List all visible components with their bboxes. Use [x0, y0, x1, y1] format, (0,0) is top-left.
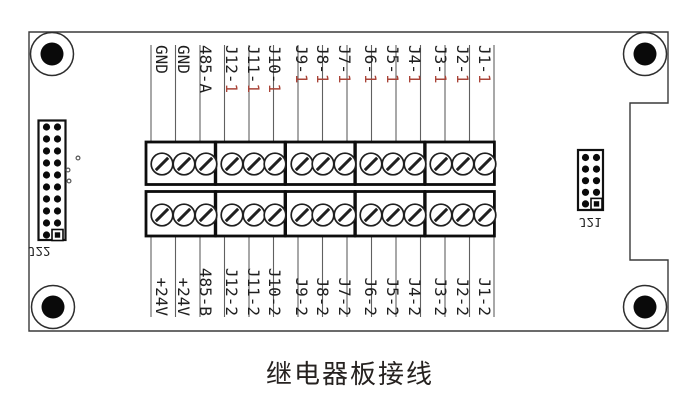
- screws-top: [150, 152, 497, 176]
- terminal-label-top: J11-1: [244, 45, 263, 93]
- terminal-screw: [150, 152, 174, 176]
- terminal-label-top: J1-1: [475, 45, 494, 84]
- terminal-label-top: J10-1: [265, 45, 284, 93]
- terminal-screw: [194, 152, 218, 176]
- terminal-label-top: GND: [174, 45, 193, 74]
- via-dots: [65, 155, 81, 184]
- terminal-label-top: J3-1: [431, 45, 450, 84]
- terminal-screw: [220, 203, 244, 227]
- terminal-screw: [290, 152, 314, 176]
- terminal-screw: [473, 203, 497, 227]
- terminal-labels-top: GND GND 485-A J12-1 J11-1 J10-1 J9-1 J8-…: [152, 45, 494, 94]
- terminal-labels-bottom: +24V +24V 485-B J12-2 J11-2 J10-2 J9-2 J…: [152, 268, 494, 317]
- terminal-screw: [311, 152, 335, 176]
- hole-pad: [633, 42, 657, 66]
- terminal-label-bottom: +24V: [174, 277, 193, 316]
- via-dot: [65, 167, 71, 173]
- terminal-screw: [194, 203, 218, 227]
- hole-pad: [633, 295, 657, 319]
- terminal-label-top: J5-1: [383, 45, 402, 84]
- terminal-screw: [403, 152, 427, 176]
- terminal-screw: [359, 203, 383, 227]
- connector-j21: J21: [576, 148, 605, 230]
- terminal-screw: [359, 152, 383, 176]
- terminal-screw: [429, 152, 453, 176]
- terminal-label-top: J7-1: [335, 45, 354, 84]
- terminal-label-top: J4-1: [405, 45, 424, 84]
- terminal-screw: [172, 203, 196, 227]
- terminal-screw: [473, 152, 497, 176]
- terminal-label-bottom: J6-2: [361, 277, 380, 316]
- terminal-label-bottom: J2-2: [453, 277, 472, 316]
- wires-top: [150, 45, 495, 159]
- terminal-screw: [429, 203, 453, 227]
- mounting-hole-top-right: [622, 31, 668, 77]
- terminal-label-bottom: J1-2: [475, 277, 494, 316]
- terminal-label-bottom: J11-2: [244, 268, 263, 316]
- terminal-screw: [242, 152, 266, 176]
- j21-pin1-square: [590, 197, 603, 211]
- terminal-screw: [263, 203, 287, 227]
- terminal-screw: [381, 152, 405, 176]
- terminal-label-top: 485-A: [196, 45, 215, 94]
- terminal-label-top: J2-1: [453, 45, 472, 84]
- terminal-label-bottom: J3-2: [431, 277, 450, 316]
- terminal-label-bottom: +24V: [152, 277, 171, 316]
- terminal-label-bottom: J8-2: [313, 277, 332, 316]
- connector-body: [37, 119, 67, 242]
- terminal-screw: [263, 152, 287, 176]
- terminal-screw: [451, 152, 475, 176]
- terminal-label-bottom: J10-2: [265, 268, 284, 316]
- terminal-screw: [172, 152, 196, 176]
- terminal-label-bottom: J4-2: [405, 277, 424, 316]
- connector-j21-label: J21: [579, 215, 602, 230]
- via-dot: [75, 155, 81, 161]
- terminal-label-bottom: J12-2: [222, 268, 241, 316]
- terminal-label-top: GND: [152, 45, 171, 74]
- terminal-screw: [381, 203, 405, 227]
- terminal-label-bottom: J5-2: [383, 277, 402, 316]
- terminal-label-top: J9-1: [292, 45, 311, 84]
- mounting-hole-top-left: [29, 31, 75, 77]
- diagram-title: 继电器板接线: [265, 359, 434, 389]
- terminal-screw: [403, 203, 427, 227]
- terminal-label-top: J8-1: [313, 45, 332, 84]
- mounting-hole-bottom-left: [30, 284, 76, 330]
- terminal-screw: [290, 203, 314, 227]
- j22-pin-grid: [42, 123, 62, 239]
- terminal-label-bottom: 485-B: [196, 268, 215, 316]
- terminal-screw: [333, 203, 357, 227]
- connector-j22: J22: [28, 119, 67, 259]
- via-dot: [66, 178, 72, 184]
- terminal-screw: [150, 203, 174, 227]
- terminal-screw: [242, 203, 266, 227]
- connector-j22-label: J22: [28, 244, 51, 259]
- terminal-label-bottom: J9-2: [292, 277, 311, 316]
- screws-bottom: [150, 203, 497, 227]
- terminal-label-top: J12-1: [222, 45, 241, 93]
- hole-pad: [41, 295, 65, 319]
- terminal-screw: [311, 203, 335, 227]
- terminal-label-bottom: J7-2: [335, 277, 354, 316]
- terminal-label-top: J6-1: [361, 45, 380, 84]
- terminal-screw: [333, 152, 357, 176]
- mounting-hole-bottom-right: [622, 284, 668, 330]
- terminal-screw: [220, 152, 244, 176]
- terminal-screw: [451, 203, 475, 227]
- hole-pad: [40, 42, 64, 66]
- j21-pin-grid: [581, 153, 601, 208]
- j22-pin1-square: [51, 228, 64, 242]
